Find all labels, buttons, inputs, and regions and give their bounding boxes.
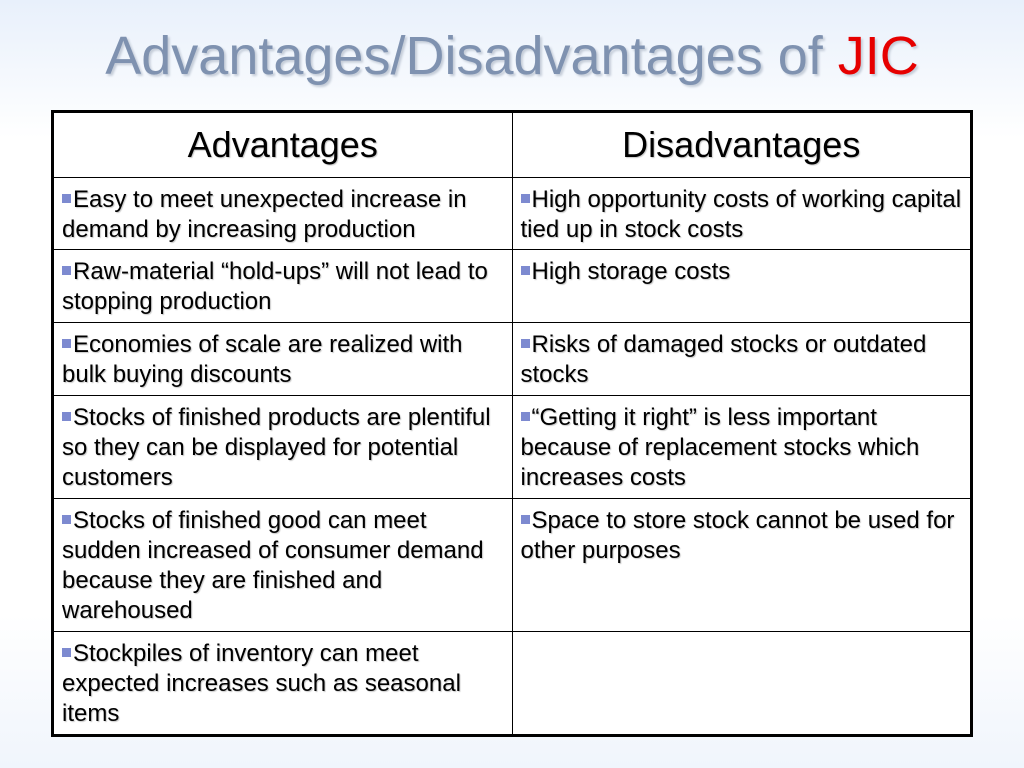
disadvantage-text: Risks of damaged stocks or outdated stoc… <box>520 331 927 388</box>
disadvantage-cell: Space to store stock cannot be used for … <box>511 498 972 632</box>
disadvantage-cell: Risks of damaged stocks or outdated stoc… <box>511 322 972 396</box>
advantage-cell: Stockpiles of inventory can meet expecte… <box>52 631 513 736</box>
advantage-cell: Easy to meet unexpected increase in dema… <box>52 177 513 250</box>
disadvantage-text: “Getting it right” is less important bec… <box>520 404 920 491</box>
header-disadvantages: Disadvantages <box>511 111 972 178</box>
square-bullet-icon <box>62 515 71 524</box>
square-bullet-icon <box>62 648 71 657</box>
disadvantage-cell: High storage costs <box>511 249 972 323</box>
advantage-text: Easy to meet unexpected increase in dema… <box>62 186 467 243</box>
disadvantage-text: High opportunity costs of working capita… <box>520 186 962 243</box>
advantage-text: Economies of scale are realized with bul… <box>62 331 463 388</box>
square-bullet-icon <box>520 339 530 348</box>
disadvantage-text: High storage costs <box>531 258 731 285</box>
title-prefix: Advantages/Disadvantages of <box>105 26 838 86</box>
table-row: Economies of scale are realized with bul… <box>52 322 972 396</box>
advantage-cell: Stocks of finished good can meet sudden … <box>52 498 513 632</box>
square-bullet-icon <box>520 266 530 275</box>
square-bullet-icon <box>62 339 71 348</box>
comparison-table: Advantages Disadvantages Easy to meet un… <box>51 110 973 737</box>
table-header-row: Advantages Disadvantages <box>52 111 972 178</box>
table-row: Stocks of finished products are plentifu… <box>52 395 972 499</box>
table-row: Stockpiles of inventory can meet expecte… <box>52 631 972 736</box>
square-bullet-icon <box>62 194 71 203</box>
title-accent: JIC <box>837 26 919 86</box>
table-row: Raw-material “hold-ups” will not lead to… <box>52 249 972 323</box>
disadvantage-text: Space to store stock cannot be used for … <box>520 507 955 564</box>
advantage-text: Stocks of finished products are plentifu… <box>62 404 491 491</box>
page-title: Advantages/Disadvantages of JIC <box>0 18 1024 94</box>
disadvantage-cell-empty <box>511 631 972 736</box>
header-advantages: Advantages <box>52 111 513 178</box>
advantage-text: Stocks of finished good can meet sudden … <box>62 507 484 624</box>
advantage-cell: Raw-material “hold-ups” will not lead to… <box>52 249 513 323</box>
advantage-cell: Economies of scale are realized with bul… <box>52 322 513 396</box>
disadvantage-cell: “Getting it right” is less important bec… <box>511 395 972 499</box>
square-bullet-icon <box>62 412 71 421</box>
advantage-text: Stockpiles of inventory can meet expecte… <box>62 640 461 727</box>
square-bullet-icon <box>520 412 530 421</box>
disadvantage-cell: High opportunity costs of working capita… <box>511 177 972 250</box>
advantage-text: Raw-material “hold-ups” will not lead to… <box>62 258 488 315</box>
square-bullet-icon <box>520 515 530 524</box>
table-row: Stocks of finished good can meet sudden … <box>52 498 972 632</box>
table-row: Easy to meet unexpected increase in dema… <box>52 177 972 250</box>
square-bullet-icon <box>62 266 71 275</box>
square-bullet-icon <box>520 194 530 203</box>
advantage-cell: Stocks of finished products are plentifu… <box>52 395 513 499</box>
